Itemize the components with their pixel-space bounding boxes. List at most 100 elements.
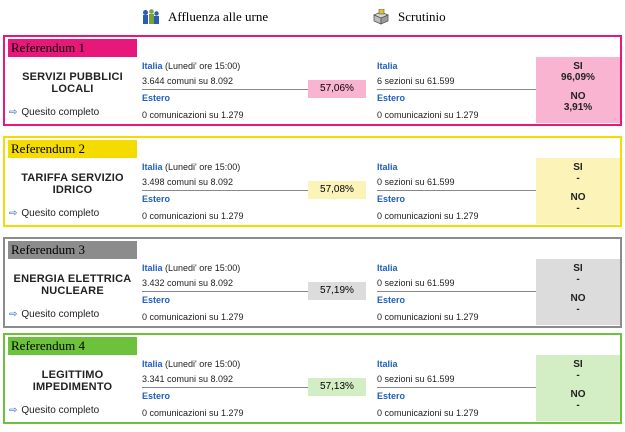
si-label: SI: [573, 162, 583, 173]
scrutinio-column: Italia 6 sezioni su 61.599 Estero 0 comunic…: [377, 37, 537, 124]
referendum-card: Referendum 2 TARIFFA SERVIZIO IDRICO ⇨ Quesi…: [3, 136, 622, 227]
quesito-label: Quesito completo: [21, 107, 100, 118]
referendum-title[interactable]: Referendum 4: [8, 337, 137, 355]
affluenza-comuni: 3.432 comuni su 8.092: [142, 278, 234, 288]
scrutinio-results: SI - NO -: [536, 355, 620, 421]
referendum-question-name: TARIFFA SERVIZIO IDRICO: [8, 172, 137, 196]
scrutinio-estero-link[interactable]: Estero: [377, 93, 406, 103]
si-value: 96,09%: [561, 72, 595, 83]
affluenza-comunicazioni: 0 comunicazioni su 1.279: [142, 211, 244, 221]
affluenza-percentage: 57,13%: [308, 378, 366, 396]
no-label: NO: [570, 91, 586, 102]
question-name-line1: LEGITTIMO: [41, 369, 104, 381]
scrutinio-italia-link[interactable]: Italia: [377, 359, 398, 369]
scrutinio-estero-link[interactable]: Estero: [377, 391, 406, 401]
scrutinio-comunicazioni: 0 comunicazioni su 1.279: [377, 211, 479, 221]
referendum-card: Referendum 4 LEGITTIMO IMPEDIMENTO ⇨ Quesito…: [3, 333, 622, 424]
affluenza-percentage: 57,06%: [308, 80, 366, 98]
referendum-card: Referendum 1 SERVIZI PUBBLICI LOCALI ⇨ Quesi…: [3, 35, 622, 126]
affluenza-estero-link[interactable]: Estero: [142, 295, 171, 305]
affluenza-italia-link[interactable]: Italia: [142, 61, 163, 71]
scrutinio-column: Italia 0 sezioni su 61.599 Estero 0 comunic…: [377, 239, 537, 326]
scrutinio-sezioni: 0 sezioni su 61.599: [377, 374, 455, 384]
no-value: -: [576, 203, 580, 214]
ballot-box-icon: [372, 9, 390, 25]
affluenza-separator: [142, 387, 309, 388]
affluenza-italia-line: Italia (Lunedi' ore 15:00): [142, 162, 240, 172]
arrow-right-icon: ⇨: [9, 208, 18, 219]
arrow-right-icon: ⇨: [9, 309, 18, 320]
question-name-line2: NUCLEARE: [41, 285, 104, 297]
no-value: -: [576, 400, 580, 411]
quesito-completo-link[interactable]: ⇨ Quesito completo: [9, 208, 99, 219]
affluenza-italia-link[interactable]: Italia: [142, 162, 163, 172]
question-name-line2: IMPEDIMENTO: [32, 381, 113, 393]
referendum-question-name: SERVIZI PUBBLICI LOCALI: [8, 71, 137, 95]
scrutinio-column: Italia 0 sezioni su 61.599 Estero 0 comunic…: [377, 335, 537, 422]
si-value: -: [576, 274, 580, 285]
scrutinio-results: SI - NO -: [536, 259, 620, 325]
affluenza-comunicazioni: 0 comunicazioni su 1.279: [142, 408, 244, 418]
affluenza-comuni: 3.498 comuni su 8.092: [142, 177, 234, 187]
si-label: SI: [573, 263, 583, 274]
question-name-line1: ENERGIA ELETTRICA: [13, 273, 132, 285]
quesito-completo-link[interactable]: ⇨ Quesito completo: [9, 107, 99, 118]
scrutinio-header[interactable]: Scrutinio: [372, 9, 446, 25]
affluenza-separator: [142, 190, 309, 191]
quesito-completo-link[interactable]: ⇨ Quesito completo: [9, 309, 99, 320]
si-label: SI: [573, 359, 583, 370]
affluenza-comunicazioni: 0 comunicazioni su 1.279: [142, 312, 244, 322]
question-name-line1: SERVIZI PUBBLICI: [22, 71, 123, 83]
affluenza-italia-link[interactable]: Italia: [142, 263, 163, 273]
affluenza-header[interactable]: Affluenza alle urne: [142, 9, 268, 25]
affluenza-percentage: 57,08%: [308, 181, 366, 199]
scrutinio-sezioni: 0 sezioni su 61.599: [377, 278, 455, 288]
scrutinio-estero-link[interactable]: Estero: [377, 295, 406, 305]
referendum-title[interactable]: Referendum 2: [8, 140, 137, 158]
scrutinio-italia-link[interactable]: Italia: [377, 61, 398, 71]
referendum-card: Referendum 3 ENERGIA ELETTRICA NUCLEARE ⇨ Qu…: [3, 237, 622, 328]
affluenza-comunicazioni: 0 comunicazioni su 1.279: [142, 110, 244, 120]
affluenza-estero-link[interactable]: Estero: [142, 194, 171, 204]
no-value: 3,91%: [563, 102, 593, 113]
header: Affluenza alle urne Scrutinio: [0, 0, 625, 32]
affluenza-comuni: 3.341 comuni su 8.092: [142, 374, 234, 384]
affluenza-italia-link[interactable]: Italia: [142, 359, 163, 369]
affluenza-time: (Lunedi' ore 15:00): [162, 61, 241, 71]
affluenza-italia-line: Italia (Lunedi' ore 15:00): [142, 263, 240, 273]
affluenza-percentage: 57,19%: [308, 282, 366, 300]
scrutinio-separator: [377, 89, 536, 90]
affluenza-estero-link[interactable]: Estero: [142, 391, 171, 401]
quesito-label: Quesito completo: [21, 208, 100, 219]
scrutinio-comunicazioni: 0 comunicazioni su 1.279: [377, 312, 479, 322]
question-name-line2: IDRICO: [52, 184, 93, 196]
affluenza-column: Italia (Lunedi' ore 15:00) 3.644 comuni s…: [142, 37, 372, 124]
scrutinio-comunicazioni: 0 comunicazioni su 1.279: [377, 408, 479, 418]
no-label: NO: [570, 192, 586, 203]
scrutinio-estero-link[interactable]: Estero: [377, 194, 406, 204]
affluenza-column: Italia (Lunedi' ore 15:00) 3.432 comuni s…: [142, 239, 372, 326]
scrutinio-separator: [377, 387, 536, 388]
scrutinio-italia-link[interactable]: Italia: [377, 263, 398, 273]
affluenza-time: (Lunedi' ore 15:00): [162, 263, 241, 273]
scrutinio-italia-link[interactable]: Italia: [377, 162, 398, 172]
si-value: -: [576, 370, 580, 381]
affluenza-comuni: 3.644 comuni su 8.092: [142, 76, 234, 86]
quesito-completo-link[interactable]: ⇨ Quesito completo: [9, 405, 99, 416]
arrow-right-icon: ⇨: [9, 405, 18, 416]
affluenza-estero-link[interactable]: Estero: [142, 93, 171, 103]
quesito-label: Quesito completo: [21, 405, 100, 416]
scrutinio-separator: [377, 291, 536, 292]
scrutinio-separator: [377, 190, 536, 191]
scrutinio-title: Scrutinio: [398, 9, 446, 24]
referendum-question-name: LEGITTIMO IMPEDIMENTO: [8, 369, 137, 393]
scrutinio-column: Italia 0 sezioni su 61.599 Estero 0 comunic…: [377, 138, 537, 225]
scrutinio-results: SI - NO -: [536, 158, 620, 224]
question-name-line1: TARIFFA SERVIZIO: [21, 172, 124, 184]
referendum-title[interactable]: Referendum 1: [8, 39, 137, 57]
question-name-line2: LOCALI: [51, 83, 94, 95]
si-label: SI: [573, 61, 583, 72]
ballot-people-icon: [142, 9, 160, 25]
scrutinio-comunicazioni: 0 comunicazioni su 1.279: [377, 110, 479, 120]
referendum-title[interactable]: Referendum 3: [8, 241, 137, 259]
